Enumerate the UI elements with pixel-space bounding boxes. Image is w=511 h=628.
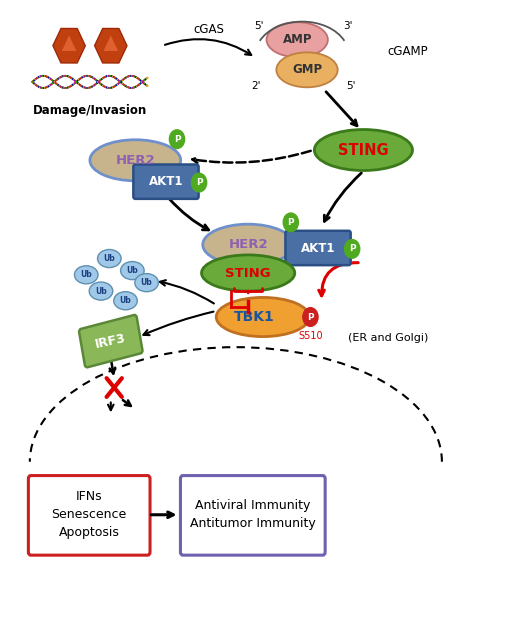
Circle shape — [303, 308, 318, 327]
Text: HER2: HER2 — [228, 238, 268, 251]
Text: Ub: Ub — [95, 286, 107, 296]
FancyBboxPatch shape — [79, 315, 143, 367]
Text: P: P — [349, 244, 356, 253]
FancyBboxPatch shape — [286, 231, 351, 265]
Text: AKT1: AKT1 — [149, 175, 183, 188]
Ellipse shape — [114, 291, 137, 310]
Ellipse shape — [203, 224, 293, 265]
Ellipse shape — [276, 52, 338, 87]
Text: cGAMP: cGAMP — [387, 45, 428, 58]
Text: AMP: AMP — [283, 33, 312, 46]
Text: AKT1: AKT1 — [301, 242, 336, 255]
Text: IRF3: IRF3 — [94, 332, 127, 350]
Text: 2': 2' — [252, 81, 261, 91]
FancyBboxPatch shape — [180, 475, 325, 555]
Text: 3': 3' — [343, 21, 353, 31]
Text: 5': 5' — [346, 81, 356, 91]
Circle shape — [170, 130, 184, 148]
Text: Ub: Ub — [120, 296, 131, 305]
Text: S510: S510 — [298, 332, 323, 341]
Text: IFNs
Senescence
Apoptosis: IFNs Senescence Apoptosis — [52, 490, 127, 539]
FancyBboxPatch shape — [133, 165, 199, 199]
Ellipse shape — [135, 274, 158, 291]
Text: (ER and Golgi): (ER and Golgi) — [348, 333, 428, 343]
Text: P: P — [174, 134, 180, 144]
Circle shape — [283, 213, 298, 232]
Text: STING: STING — [338, 143, 389, 158]
Text: P: P — [288, 218, 294, 227]
Ellipse shape — [216, 298, 310, 337]
Text: GMP: GMP — [292, 63, 322, 77]
Ellipse shape — [89, 282, 113, 300]
Ellipse shape — [267, 22, 328, 57]
Text: Ub: Ub — [80, 270, 92, 279]
Ellipse shape — [75, 266, 98, 284]
Text: Ub: Ub — [103, 254, 115, 263]
Text: Ub: Ub — [141, 278, 152, 287]
Ellipse shape — [98, 249, 121, 268]
Ellipse shape — [314, 129, 412, 171]
Text: Damage/Invasion: Damage/Invasion — [33, 104, 147, 117]
Text: TBK1: TBK1 — [234, 310, 275, 324]
Ellipse shape — [121, 261, 144, 279]
Text: Antiviral Immunity
Antitumor Immunity: Antiviral Immunity Antitumor Immunity — [190, 499, 316, 530]
Ellipse shape — [201, 255, 295, 291]
Text: HER2: HER2 — [115, 154, 155, 167]
Text: P: P — [196, 178, 202, 187]
Circle shape — [344, 239, 360, 258]
Text: Ub: Ub — [127, 266, 138, 275]
Ellipse shape — [90, 140, 181, 181]
Text: P: P — [307, 313, 314, 322]
Circle shape — [192, 173, 206, 192]
Text: cGAS: cGAS — [194, 23, 224, 36]
FancyBboxPatch shape — [29, 475, 150, 555]
Text: 5': 5' — [254, 21, 264, 31]
Text: STING: STING — [225, 266, 271, 279]
